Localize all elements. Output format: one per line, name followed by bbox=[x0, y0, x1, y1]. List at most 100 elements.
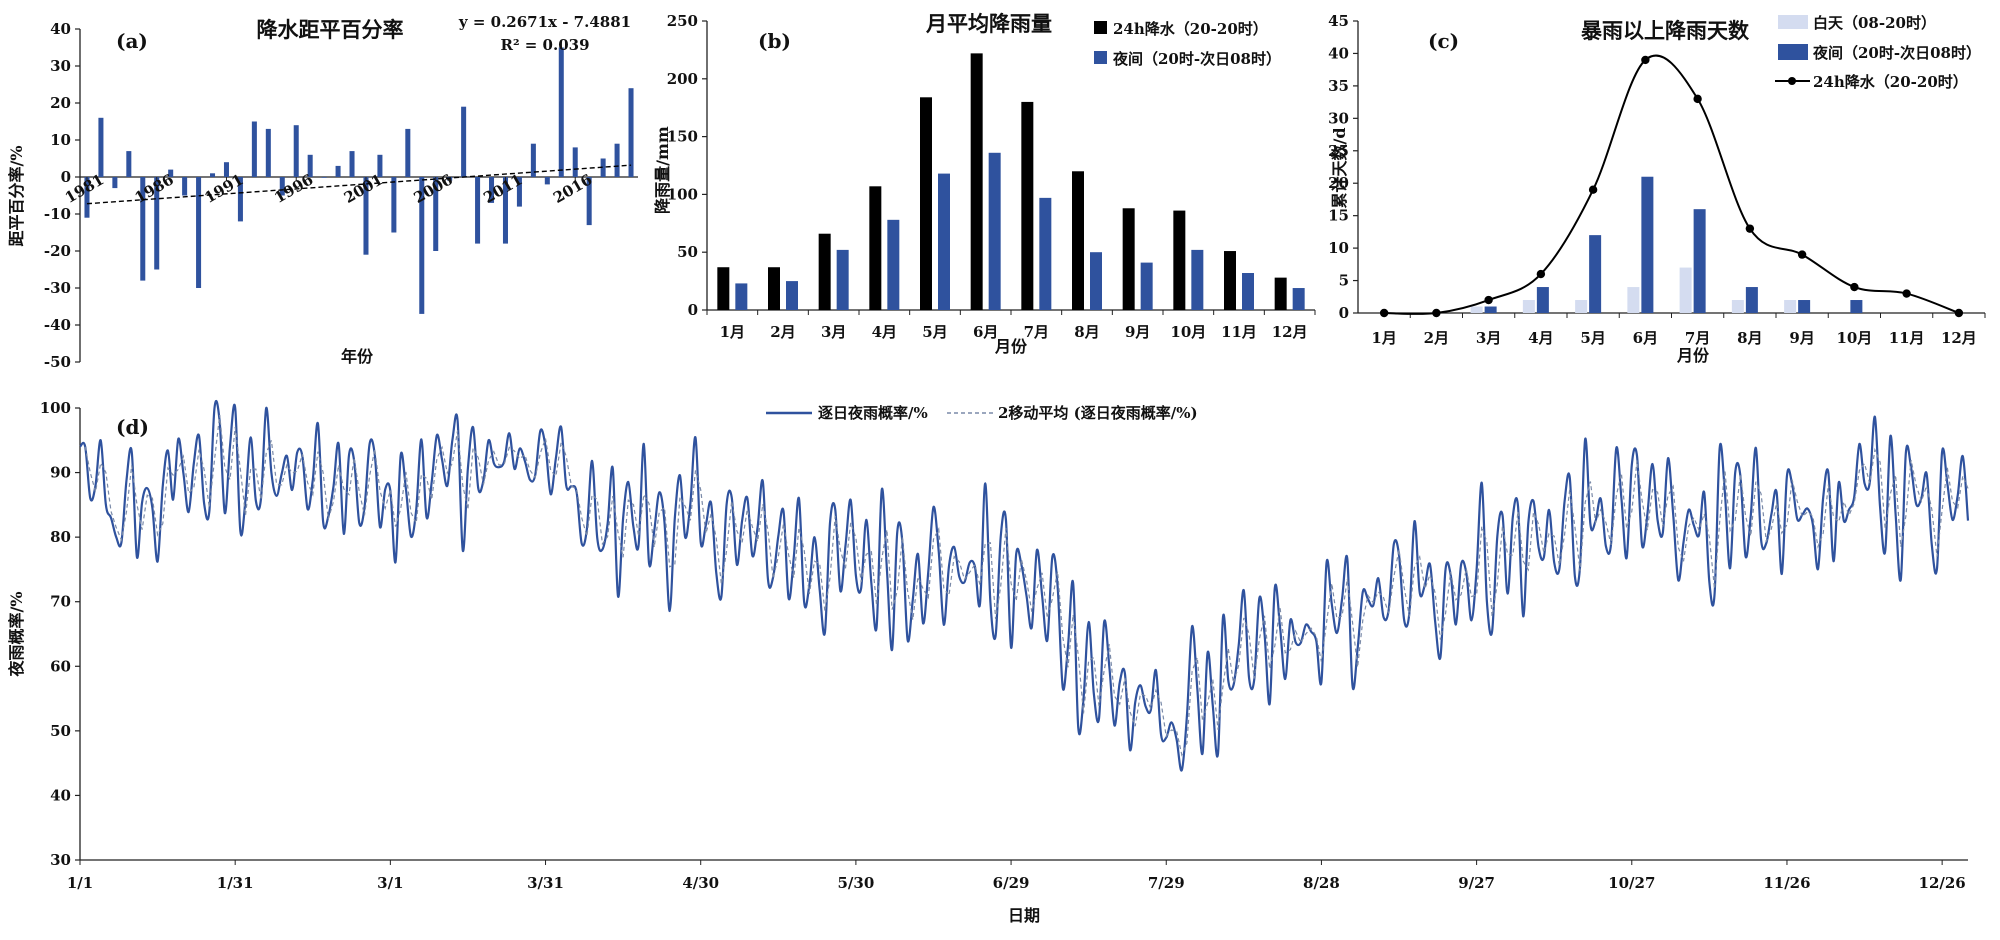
bar-year-1982 bbox=[98, 117, 104, 177]
y-tick-label: 0 bbox=[61, 168, 71, 186]
bar-day-m8 bbox=[1731, 300, 1744, 313]
chart-title: 月平均降雨量 bbox=[925, 11, 1052, 36]
bar-year-2008 bbox=[461, 106, 467, 177]
x-tick-label: 10月 bbox=[1836, 329, 1872, 347]
legend-label-24h: 24h降水（20-20时） bbox=[1113, 20, 1268, 38]
x-axis-label: 年份 bbox=[341, 347, 374, 366]
panel-label: (d) bbox=[116, 415, 149, 439]
y-tick-label: 50 bbox=[677, 243, 698, 261]
legend-marker-24h bbox=[1788, 77, 1796, 85]
x-tick-label: 1/31 bbox=[217, 874, 254, 892]
bar-year-1986 bbox=[154, 177, 160, 270]
bar-night-m3 bbox=[836, 249, 849, 310]
bar-year-2000 bbox=[349, 151, 355, 177]
bar-year-2004 bbox=[405, 128, 411, 177]
y-tick-label: 10 bbox=[1328, 239, 1349, 257]
bar-night-m7 bbox=[1039, 197, 1052, 310]
point-24h-m1 bbox=[1379, 308, 1389, 318]
bar-year-2001 bbox=[363, 177, 369, 255]
bar-24h-m2 bbox=[768, 267, 780, 310]
bar-night-m4 bbox=[887, 219, 900, 310]
x-tick-label: 1月 bbox=[1371, 329, 1396, 347]
bar-year-1994 bbox=[265, 128, 271, 177]
bar-year-2009 bbox=[475, 177, 481, 244]
y-tick-label: 90 bbox=[50, 464, 71, 482]
x-tick-label: 1月 bbox=[720, 323, 745, 341]
bar-year-1984 bbox=[126, 151, 132, 177]
line-daily-probability bbox=[78, 400, 1970, 772]
bar-night-m10 bbox=[1191, 249, 1204, 310]
bar-year-1999 bbox=[335, 165, 341, 177]
bar-year-2020 bbox=[628, 88, 634, 177]
bar-24h-m4 bbox=[869, 186, 882, 310]
x-tick-label: 3月 bbox=[821, 323, 846, 341]
x-tick-label: 2月 bbox=[770, 323, 795, 341]
bar-day-m5 bbox=[1575, 300, 1588, 313]
y-tick-label: -50 bbox=[44, 353, 71, 371]
panel-c: 0 5 10 15 20 25 30 35 40 45 1月 2月 3月 4月 5月 6月 7月 8月 9月 10月 1… bbox=[1328, 12, 1986, 365]
x-tick-label: 8/28 bbox=[1303, 874, 1340, 892]
y-tick-label: 40 bbox=[1328, 44, 1349, 62]
bar-year-2005 bbox=[419, 177, 425, 314]
panel-label: (c) bbox=[1428, 29, 1459, 53]
x-tick-label: 9月 bbox=[1789, 329, 1814, 347]
bar-year-2010 bbox=[489, 177, 495, 203]
trendline bbox=[86, 164, 632, 205]
bar-24h-m8 bbox=[1072, 171, 1084, 310]
x-tick-label: 12月 bbox=[1272, 323, 1308, 341]
bar-year-2015 bbox=[558, 47, 564, 177]
y-tick-label: 60 bbox=[50, 657, 71, 675]
bar-night-m5 bbox=[938, 173, 950, 310]
bar-24h-m12 bbox=[1274, 277, 1287, 310]
bar-year-2014 bbox=[544, 177, 550, 185]
point-24h-m6 bbox=[1641, 55, 1650, 65]
bar-year-1993 bbox=[251, 121, 257, 177]
y-tick-label: -30 bbox=[44, 279, 71, 297]
x-tick-label: 3月 bbox=[1476, 329, 1501, 347]
bar-year-1996 bbox=[293, 125, 299, 177]
point-24h-m10 bbox=[1850, 282, 1859, 292]
x-tick-label: 9/27 bbox=[1458, 874, 1495, 892]
bar-year-2002 bbox=[377, 154, 383, 177]
bar-year-1981 bbox=[84, 177, 90, 218]
x-tick-label: 3/31 bbox=[527, 874, 564, 892]
y-tick-label: 50 bbox=[50, 722, 71, 740]
x-axis-label: 月份 bbox=[1676, 346, 1710, 365]
bar-24h-m10 bbox=[1173, 210, 1186, 310]
bar-year-2011 bbox=[502, 177, 508, 244]
bar-24h-m11 bbox=[1224, 251, 1236, 310]
point-24h-m8 bbox=[1745, 224, 1755, 233]
legend: 逐日夜雨概率/% 2移动平均 (逐日夜雨概率/%) bbox=[766, 404, 1198, 422]
bar-night-m6 bbox=[1641, 176, 1654, 313]
legend-label-night: 夜间（20时-次日08时） bbox=[1112, 50, 1281, 68]
x-tick-label: 5月 bbox=[922, 323, 947, 341]
chart-title: 降水距平百分率 bbox=[257, 17, 404, 42]
x-tick-label: 2月 bbox=[1424, 329, 1449, 347]
panel-label: (a) bbox=[116, 29, 148, 53]
point-24h-m7 bbox=[1693, 94, 1702, 104]
bar-24h-m6 bbox=[970, 53, 983, 310]
x-tick-label: 11月 bbox=[1221, 323, 1257, 341]
y-tick-label: 20 bbox=[50, 94, 71, 112]
x-tick-label: 6月 bbox=[1633, 329, 1658, 347]
x-tick-label: 8月 bbox=[1074, 323, 1099, 341]
y-tick-label: 100 bbox=[667, 185, 698, 203]
legend-swatch-night bbox=[1094, 51, 1107, 64]
y-tick-label: 35 bbox=[1328, 77, 1349, 95]
bar-year-2006 bbox=[433, 177, 439, 251]
y-tick-label: 150 bbox=[667, 128, 698, 146]
bar-night-m11 bbox=[1242, 273, 1254, 310]
bar-24h-m7 bbox=[1021, 101, 1034, 310]
bar-year-2019 bbox=[614, 143, 620, 177]
y-axis-label: 累计天数/d bbox=[1330, 127, 1349, 208]
point-24h-m3 bbox=[1484, 295, 1493, 305]
point-24h-m2 bbox=[1432, 308, 1441, 318]
bar-24h-m5 bbox=[920, 97, 932, 311]
bar-year-2007 bbox=[447, 177, 453, 181]
bar-night-m6 bbox=[988, 152, 1001, 310]
x-tick-label: 7/29 bbox=[1148, 874, 1185, 892]
x-tick-label: 12/26 bbox=[1919, 874, 1966, 892]
y-tick-label: 70 bbox=[50, 593, 71, 611]
y-tick-label: 30 bbox=[1328, 109, 1349, 127]
bar-night-m10 bbox=[1850, 300, 1863, 313]
